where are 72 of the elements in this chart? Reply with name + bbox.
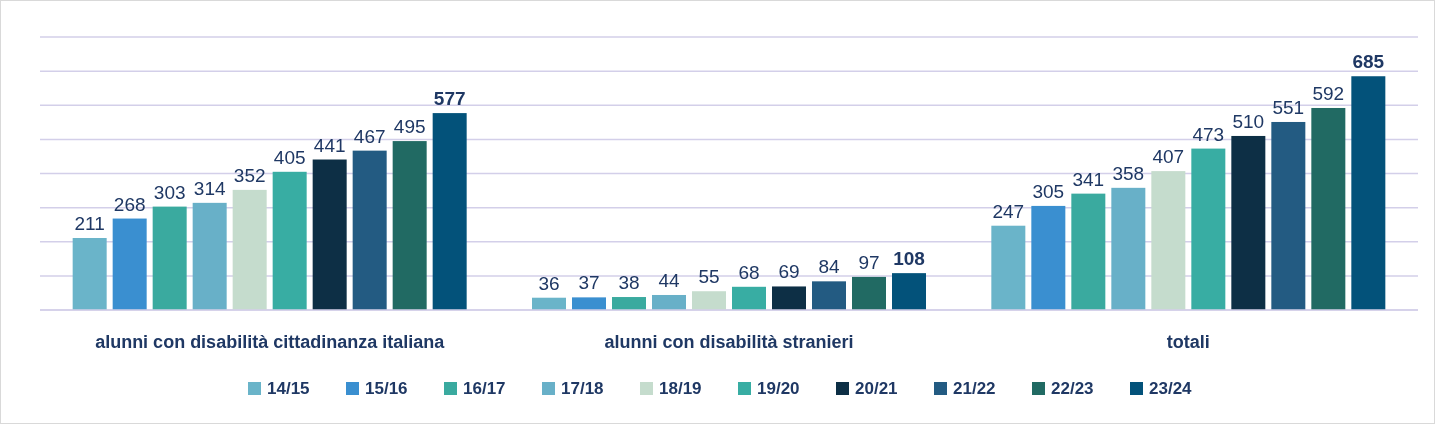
data-label: 441: [313, 134, 346, 156]
bar: [1271, 121, 1306, 310]
data-label: 108: [893, 248, 925, 270]
legend-label: 20/21: [855, 379, 898, 398]
data-label: 97: [858, 251, 880, 273]
legend-label: 15/16: [365, 379, 408, 398]
data-label: 303: [153, 181, 186, 203]
bar: [652, 294, 686, 310]
data-label: 467: [353, 125, 386, 147]
bar: [272, 171, 307, 310]
bar: [1191, 148, 1226, 310]
bar: [1031, 205, 1066, 310]
data-label: 36: [538, 272, 560, 294]
data-label: 55: [698, 266, 720, 288]
bar: [772, 286, 806, 310]
bar: [1311, 107, 1346, 310]
bar: [392, 141, 427, 310]
legend-label: 14/15: [267, 379, 310, 398]
x-tick-label: alunni con disabilità cittadinanza italiana: [95, 332, 446, 352]
bar: [232, 189, 267, 310]
bar: [1071, 193, 1106, 310]
legend-label: 18/19: [659, 379, 702, 398]
bar: [1111, 187, 1146, 310]
data-label: 510: [1232, 110, 1265, 132]
data-label: 352: [233, 164, 266, 186]
x-tick-label: totali: [1166, 332, 1210, 352]
data-label: 68: [738, 261, 760, 283]
data-label: 551: [1272, 96, 1305, 118]
data-label: 305: [1032, 180, 1065, 202]
bar: [692, 291, 726, 310]
bar: [312, 159, 347, 310]
bar: [732, 286, 766, 310]
legend-label: 22/23: [1051, 379, 1094, 398]
legend-label: 17/18: [561, 379, 604, 398]
bar: [1231, 135, 1266, 310]
data-label: 405: [273, 146, 306, 168]
bar: [991, 225, 1026, 310]
data-label: 685: [1352, 51, 1385, 73]
bar: [352, 150, 387, 310]
data-label: 84: [818, 256, 840, 278]
data-label: 314: [193, 177, 226, 199]
bar: [852, 276, 886, 310]
data-label: 358: [1112, 162, 1145, 184]
data-label: 37: [578, 272, 600, 294]
data-label: 211: [74, 213, 105, 234]
bar: [432, 113, 467, 310]
bar: [812, 281, 846, 310]
bar: [612, 297, 646, 310]
bar: [152, 206, 187, 310]
legend-label: 23/24: [1149, 379, 1193, 398]
data-label: 69: [778, 261, 800, 283]
data-label: 407: [1152, 146, 1185, 168]
bar: [892, 273, 926, 310]
data-label: 592: [1312, 82, 1345, 104]
data-label: 38: [618, 272, 640, 294]
data-label: 341: [1072, 168, 1105, 190]
bar: [112, 218, 147, 310]
data-label: 473: [1192, 123, 1225, 145]
legend-label: 21/22: [953, 379, 996, 398]
legend-label: 19/20: [757, 379, 800, 398]
bar: [1151, 171, 1186, 310]
data-label: 268: [113, 193, 146, 215]
data-label: 577: [433, 88, 466, 110]
x-tick-label: alunni con disabilità stranieri: [604, 332, 854, 352]
data-label: 495: [393, 116, 426, 138]
data-label: 44: [658, 269, 680, 291]
bar: [1351, 76, 1386, 310]
data-label: 247: [992, 200, 1025, 222]
legend-label: 16/17: [463, 379, 506, 398]
bar: [572, 297, 606, 310]
bar: [72, 238, 107, 310]
bar: [192, 202, 227, 310]
